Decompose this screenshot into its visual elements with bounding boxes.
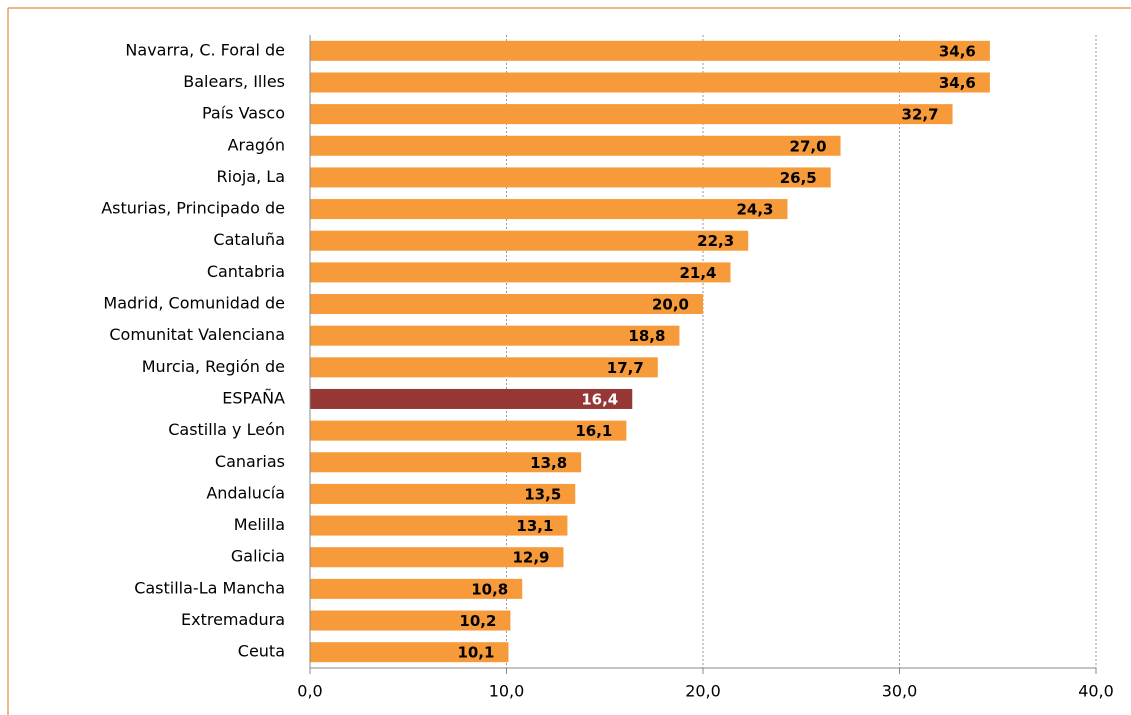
- bar: [310, 167, 831, 188]
- bar: [310, 420, 627, 441]
- bar: [310, 72, 990, 93]
- value-label: 27,0: [790, 137, 827, 155]
- value-label: 12,9: [512, 549, 549, 567]
- y-tick-label: Comunitat Valenciana: [109, 325, 285, 344]
- x-tick-label: 30,0: [882, 682, 918, 701]
- value-label: 34,6: [939, 74, 976, 92]
- y-tick-label: Navarra, C. Foral de: [125, 40, 285, 59]
- y-tick-label: Castilla y León: [168, 420, 285, 439]
- value-label: 32,7: [902, 106, 939, 124]
- y-tick-label: Cantabria: [207, 262, 285, 281]
- value-label: 21,4: [679, 264, 716, 282]
- y-tick-label: Rioja, La: [217, 167, 286, 186]
- value-label: 16,1: [575, 422, 612, 440]
- y-tick-label: Andalucía: [206, 483, 285, 502]
- bar: [310, 230, 749, 251]
- bar: [310, 388, 633, 409]
- bar: [310, 262, 731, 283]
- bar: [310, 40, 990, 61]
- value-label: 34,6: [939, 42, 976, 60]
- bar: [310, 294, 703, 315]
- bar: [310, 578, 523, 599]
- y-tick-label: ESPAÑA: [222, 388, 285, 407]
- y-tick-label: Aragón: [228, 135, 285, 154]
- y-tick-label: Ceuta: [238, 642, 285, 661]
- value-label: 13,5: [524, 485, 561, 503]
- x-tick-label: 10,0: [489, 682, 525, 701]
- x-tick-label: 0,0: [297, 682, 322, 701]
- y-tick-label: Murcia, Región de: [142, 357, 285, 376]
- bar: [310, 483, 576, 504]
- value-label: 10,1: [457, 644, 494, 662]
- x-tick-label: 20,0: [685, 682, 721, 701]
- value-label: 17,7: [607, 359, 644, 377]
- bar: [310, 104, 953, 125]
- x-tick-label: 40,0: [1078, 682, 1114, 701]
- value-label: 16,4: [581, 390, 618, 408]
- value-label: 26,5: [780, 169, 817, 187]
- bar: [310, 515, 568, 536]
- bar: [310, 452, 582, 473]
- bar: [310, 547, 564, 568]
- bar: [310, 642, 509, 663]
- y-tick-label: Cataluña: [213, 230, 285, 249]
- y-tick-label: Asturias, Principado de: [101, 199, 285, 218]
- bar: [310, 135, 841, 156]
- y-tick-label: Madrid, Comunidad de: [103, 294, 285, 313]
- value-label: 24,3: [736, 201, 773, 219]
- y-tick-label: Castilla-La Mancha: [134, 578, 285, 597]
- y-tick-label: Balears, Illes: [183, 72, 285, 91]
- value-label: 10,2: [459, 612, 496, 630]
- y-tick-label: Extremadura: [181, 610, 285, 629]
- y-tick-label: Galicia: [231, 547, 285, 566]
- bar: [310, 325, 680, 346]
- value-label: 10,8: [471, 580, 508, 598]
- value-label: 22,3: [697, 232, 734, 250]
- value-label: 13,1: [516, 517, 553, 535]
- y-tick-label: País Vasco: [202, 104, 285, 123]
- value-label: 13,8: [530, 454, 567, 472]
- y-tick-label: Canarias: [215, 452, 285, 471]
- y-tick-label: Melilla: [234, 515, 285, 534]
- bar: [310, 610, 511, 631]
- bar: [310, 199, 788, 220]
- value-label: 18,8: [628, 327, 665, 345]
- bar: [310, 357, 658, 378]
- value-label: 20,0: [652, 296, 689, 314]
